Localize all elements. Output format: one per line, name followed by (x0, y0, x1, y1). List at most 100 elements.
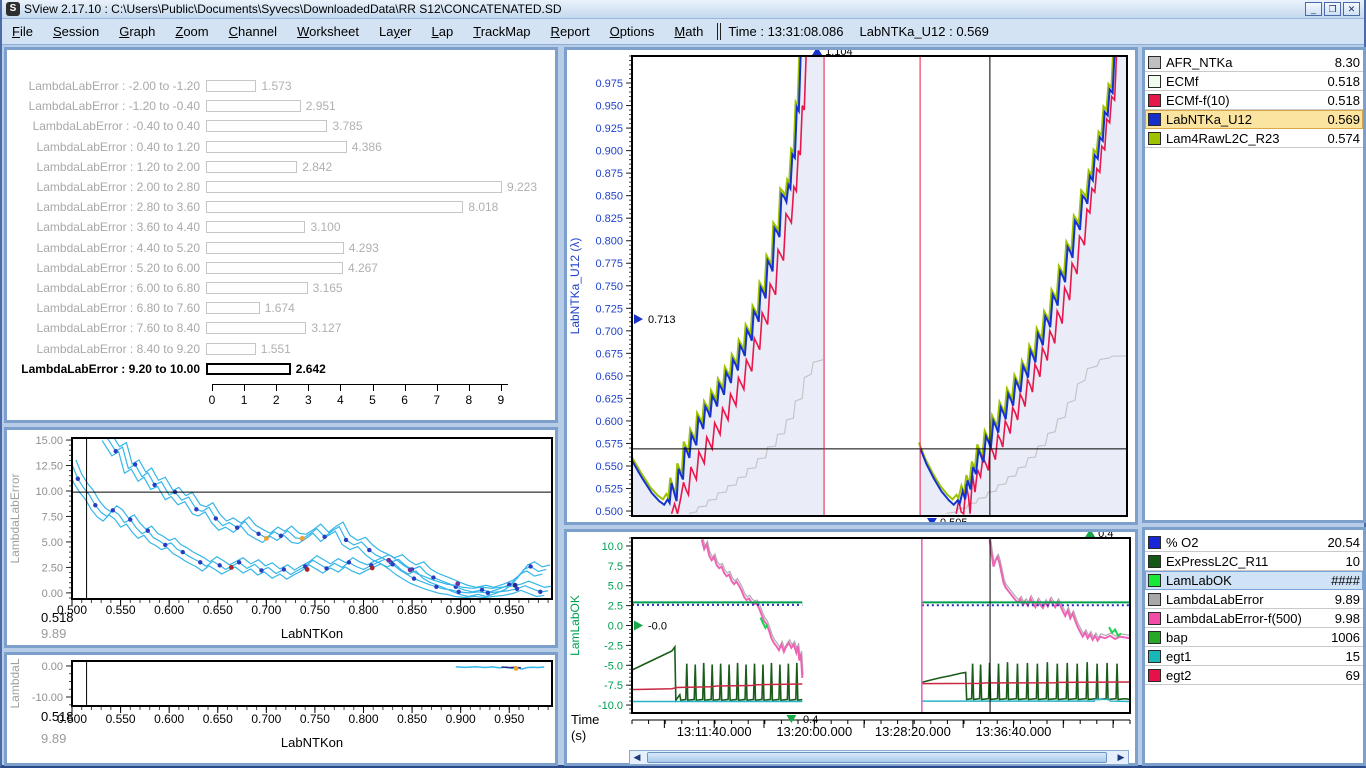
histogram-bar-value: 1.551 (261, 342, 291, 356)
menu-item[interactable]: Session (43, 20, 109, 43)
histogram-bar (206, 201, 463, 213)
svg-text:0.650: 0.650 (203, 712, 233, 726)
channel-name: Lam4RawL2C_R23 (1166, 131, 1327, 146)
svg-text:0.625: 0.625 (595, 393, 623, 405)
svg-text:0.675: 0.675 (595, 348, 623, 360)
svg-text:0.700: 0.700 (251, 603, 281, 617)
menu-item[interactable]: Lap (422, 20, 464, 43)
channel-row[interactable]: LabNTKa_U12 0.569 (1145, 110, 1363, 129)
menu-item[interactable]: Math (664, 20, 713, 43)
channel-row[interactable]: ECMf-f(10) 0.518 (1145, 91, 1363, 110)
histogram-bar (206, 221, 305, 233)
scrollbar-right-arrow-icon[interactable]: ▶ (1114, 751, 1128, 764)
channel-list-bottom-panel: % O2 20.54 ExPressL2C_R11 10 LamLabOK ##… (1142, 527, 1366, 766)
histogram-bar (206, 302, 260, 314)
status-channel-value: LabNTKa_U12 : 0.569 (859, 24, 988, 39)
restore-button[interactable]: ❐ (1324, 2, 1341, 16)
scrollbar-thumb[interactable] (647, 752, 1107, 763)
svg-text:-10.00: -10.00 (32, 692, 63, 704)
histogram-bin-label: LambdaLabError : 3.60 to 4.40 (7, 220, 206, 234)
svg-text:-0.0: -0.0 (648, 621, 667, 633)
svg-text:0.550: 0.550 (595, 461, 623, 473)
menu-item[interactable]: File (2, 20, 43, 43)
minimize-button[interactable]: _ (1305, 2, 1322, 16)
menu-item[interactable]: TrackMap (463, 20, 540, 43)
lambda-error-scatter-mini-chart[interactable]: 0.00-10.000.5000.5500.6000.6500.7000.750… (7, 655, 555, 763)
channel-color-swatch (1148, 132, 1161, 145)
svg-text:LambdaL: LambdaL (8, 658, 22, 708)
channel-color-swatch (1148, 94, 1161, 107)
menu-item[interactable]: Zoom (165, 20, 218, 43)
channel-color-swatch (1148, 593, 1161, 606)
histogram-row: LambdaLabError : 0.40 to 1.20 4.386 (7, 137, 555, 157)
channel-color-swatch (1148, 612, 1161, 625)
svg-text:0.900: 0.900 (446, 712, 476, 726)
svg-text:0.825: 0.825 (595, 213, 623, 225)
svg-text:0.775: 0.775 (595, 258, 623, 270)
svg-text:LabNTKa_U12 (λ): LabNTKa_U12 (λ) (568, 238, 582, 335)
menu-item[interactable]: Graph (109, 20, 165, 43)
channel-row[interactable]: egt2 69 (1145, 666, 1363, 685)
time-scrollbar[interactable]: ◀ ▶ (629, 750, 1129, 765)
menu-item[interactable]: Channel (219, 20, 287, 43)
svg-text:0.600: 0.600 (154, 712, 184, 726)
lambda-histogram-chart[interactable]: LambdaLabError : -2.00 to -1.20 1.573 La… (7, 50, 555, 420)
channel-row[interactable]: LamLabOK #### (1145, 571, 1363, 590)
histogram-bar-value: 3.165 (313, 281, 343, 295)
menu-item[interactable]: Worksheet (287, 20, 369, 43)
scrollbar-left-arrow-icon[interactable]: ◀ (630, 751, 644, 764)
svg-text:15.00: 15.00 (35, 435, 63, 447)
histogram-bin-label: LambdaLabError : 2.00 to 2.80 (7, 180, 206, 194)
channel-row[interactable]: ECMf 0.518 (1145, 72, 1363, 91)
svg-text:0.800: 0.800 (595, 236, 623, 248)
svg-text:-0.4: -0.4 (799, 714, 818, 726)
svg-text:5.0: 5.0 (608, 581, 623, 593)
svg-text:0.575: 0.575 (595, 438, 623, 450)
histogram-row: LambdaLabError : 6.00 to 6.80 3.165 (7, 278, 555, 298)
channel-row[interactable]: bap 1006 (1145, 628, 1363, 647)
channel-row[interactable]: LambdaLabError 9.89 (1145, 590, 1363, 609)
channel-row[interactable]: egt1 15 (1145, 647, 1363, 666)
menu-item[interactable]: Options (600, 20, 665, 43)
lambda-error-scatter-chart[interactable]: 0.002.505.007.5010.0012.5015.000.5000.55… (7, 430, 555, 645)
svg-text:LambdaLabError: LambdaLabError (8, 473, 22, 563)
status-time: Time : 13:31:08.086 (728, 24, 843, 39)
channel-name: AFR_NTKa (1166, 55, 1335, 70)
window-controls: _ ❐ ✕ (1305, 2, 1360, 16)
menubar: File Session Graph Zoom Channel Workshee… (2, 19, 1364, 45)
lamlabok-time-chart[interactable]: -10.0-7.5-5.0-2.50.02.55.07.510.013:11:4… (567, 532, 1135, 747)
histogram-row: LambdaLabError : -0.40 to 0.40 3.785 (7, 116, 555, 136)
channel-name: bap (1166, 630, 1331, 645)
menu-item[interactable]: Layer (369, 20, 422, 43)
svg-text:LabNTKon: LabNTKon (281, 735, 343, 750)
histogram-row: LambdaLabError : 1.20 to 2.00 2.842 (7, 157, 555, 177)
channel-value: 15 (1346, 649, 1360, 664)
channel-color-swatch (1148, 631, 1161, 644)
channel-value: 8.30 (1335, 55, 1360, 70)
histogram-row: LambdaLabError : 3.60 to 4.40 3.100 (7, 217, 555, 237)
channel-row[interactable]: Lam4RawL2C_R23 0.574 (1145, 129, 1363, 148)
svg-text:0.950: 0.950 (595, 101, 623, 113)
channel-row[interactable]: AFR_NTKa 8.30 (1145, 53, 1363, 72)
channel-value: 9.89 (1335, 592, 1360, 607)
histogram-bar-value: 4.386 (352, 140, 382, 154)
histogram-bin-label: LambdaLabError : 5.20 to 6.00 (7, 261, 206, 275)
channel-row[interactable]: ExPressL2C_R11 10 (1145, 552, 1363, 571)
histogram-bar (206, 141, 347, 153)
time-series-panel: -10.0-7.5-5.0-2.50.02.55.07.510.013:11:4… (564, 529, 1138, 766)
histogram-row: LambdaLabError : 6.80 to 7.60 1.674 (7, 298, 555, 318)
histogram-bar-value: 2.642 (296, 362, 326, 376)
svg-text:10.0: 10.0 (602, 541, 623, 553)
histogram-row: LambdaLabError : 4.40 to 5.20 4.293 (7, 238, 555, 258)
svg-text:2.5: 2.5 (608, 601, 623, 613)
channel-row[interactable]: LambdaLabError-f(500) 9.98 (1145, 609, 1363, 628)
svg-text:9.89: 9.89 (41, 731, 66, 746)
close-button[interactable]: ✕ (1343, 2, 1360, 16)
svg-text:13:36:40.000: 13:36:40.000 (976, 724, 1052, 739)
lambda-trace-chart[interactable]: 0.5000.5250.5500.5750.6000.6250.6500.675… (567, 50, 1135, 522)
menu-item[interactable]: Report (541, 20, 600, 43)
svg-text:0.950: 0.950 (494, 712, 524, 726)
svg-text:0.850: 0.850 (397, 712, 427, 726)
channel-row[interactable]: % O2 20.54 (1145, 533, 1363, 552)
histogram-bin-label: LambdaLabError : 9.20 to 10.00 (7, 362, 206, 376)
